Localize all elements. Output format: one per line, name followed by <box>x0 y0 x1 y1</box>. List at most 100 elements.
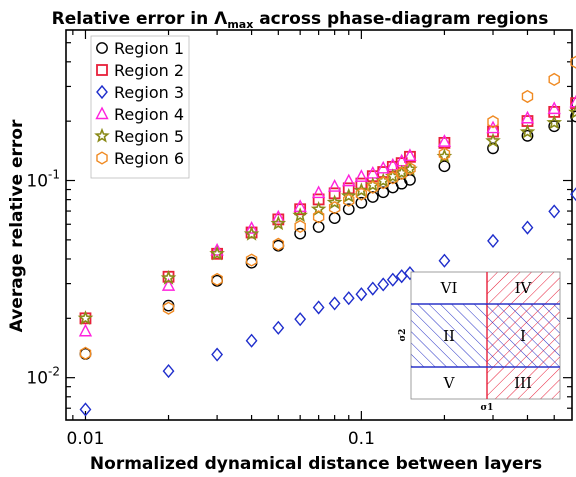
series-region-3 <box>79 187 576 417</box>
data-point <box>570 110 576 123</box>
legend-box <box>90 35 190 179</box>
data-point <box>312 210 325 224</box>
data-point <box>548 204 561 219</box>
data-point <box>568 104 576 120</box>
data-point <box>162 301 175 315</box>
data-point <box>78 323 93 337</box>
data-point <box>244 220 259 234</box>
data-point <box>326 194 343 210</box>
x-axis-label: Normalized dynamical distance between la… <box>90 454 542 474</box>
legend-label: Region 2 <box>114 61 184 80</box>
inset-region-III: III <box>514 374 532 392</box>
data-point <box>548 120 561 133</box>
axis-tick-labels: 0.01 0.1 10-2 10-1 <box>26 168 375 449</box>
data-point <box>395 166 408 180</box>
data-point <box>546 114 563 130</box>
x-tick-label: 0.1 <box>348 429 375 449</box>
data-point <box>366 165 380 179</box>
inset-x-axis-label: σ1 <box>481 403 494 413</box>
data-point <box>79 346 92 360</box>
chart-title: Relative error in Λmax across phase-diag… <box>52 9 549 31</box>
data-point <box>294 227 307 240</box>
inset-region-IV: IV <box>515 279 533 297</box>
data-point <box>342 203 355 216</box>
data-point <box>355 196 368 209</box>
data-point <box>77 310 94 325</box>
data-point <box>485 132 501 148</box>
data-point <box>570 55 576 69</box>
data-point <box>366 281 379 296</box>
data-point <box>272 237 285 251</box>
inset-region-II: II <box>443 327 455 345</box>
inset-region-V: V <box>443 374 456 392</box>
data-point <box>366 191 379 203</box>
data-point <box>355 187 368 201</box>
inset-hatch-blue <box>411 304 560 367</box>
data-point <box>312 221 325 233</box>
legend-marker <box>94 127 110 143</box>
data-point <box>211 347 224 362</box>
data-point <box>79 402 92 417</box>
x-tick-label: 0.01 <box>67 429 105 449</box>
data-point <box>343 193 355 207</box>
legend-label: Region 5 <box>114 127 184 146</box>
data-point <box>270 215 287 231</box>
legend-marker <box>95 106 109 120</box>
data-point <box>327 179 342 192</box>
data-point <box>486 120 500 134</box>
inset-phase-diagram: VI IV II I V III σ1 σ2 <box>398 271 561 413</box>
data-point <box>292 207 308 223</box>
data-point <box>160 269 177 285</box>
legend-label: Region 4 <box>114 105 184 124</box>
inset-y-axis-label: σ2 <box>398 329 408 342</box>
data-point <box>487 115 499 129</box>
data-point <box>569 94 576 108</box>
data-point <box>519 123 536 139</box>
series-region-4 <box>78 94 576 337</box>
legend: Region 1 Region 2 Region 3 Region 4 Region 5… <box>90 35 190 179</box>
data-point <box>328 296 341 311</box>
data-layer <box>77 55 576 417</box>
legend-marker <box>96 42 108 54</box>
data-point <box>404 266 416 281</box>
data-point <box>547 101 561 115</box>
legend-marker <box>96 64 108 76</box>
data-point <box>162 363 175 379</box>
data-point <box>294 312 307 327</box>
inset-border <box>410 271 561 400</box>
data-point <box>245 333 258 348</box>
legend-marker <box>96 84 108 100</box>
data-point <box>393 164 410 180</box>
data-point <box>354 169 369 182</box>
data-point <box>521 129 534 142</box>
data-point <box>520 110 535 124</box>
data-point <box>403 148 417 161</box>
data-point <box>310 201 327 216</box>
data-point <box>161 278 176 291</box>
data-point <box>404 162 416 176</box>
legend-label: Region 3 <box>114 83 184 102</box>
data-point <box>386 272 399 287</box>
data-point <box>377 277 390 292</box>
data-point <box>211 272 223 287</box>
data-point <box>438 160 451 173</box>
series-region-6 <box>79 55 576 360</box>
data-point <box>570 187 576 202</box>
data-point <box>548 72 560 87</box>
legend-label: Region 6 <box>114 149 184 168</box>
data-point <box>521 89 534 104</box>
data-point <box>272 320 285 335</box>
data-point <box>340 187 357 203</box>
data-point <box>245 253 258 267</box>
data-point <box>271 209 285 223</box>
data-point <box>365 176 381 192</box>
y-tick-label: 10-2 <box>26 365 60 389</box>
data-point <box>402 161 418 176</box>
data-point <box>342 291 355 306</box>
legend-marker <box>96 151 108 165</box>
data-point <box>353 182 370 198</box>
data-point <box>342 182 355 195</box>
data-point <box>377 186 390 199</box>
axis-ticks <box>66 30 572 420</box>
